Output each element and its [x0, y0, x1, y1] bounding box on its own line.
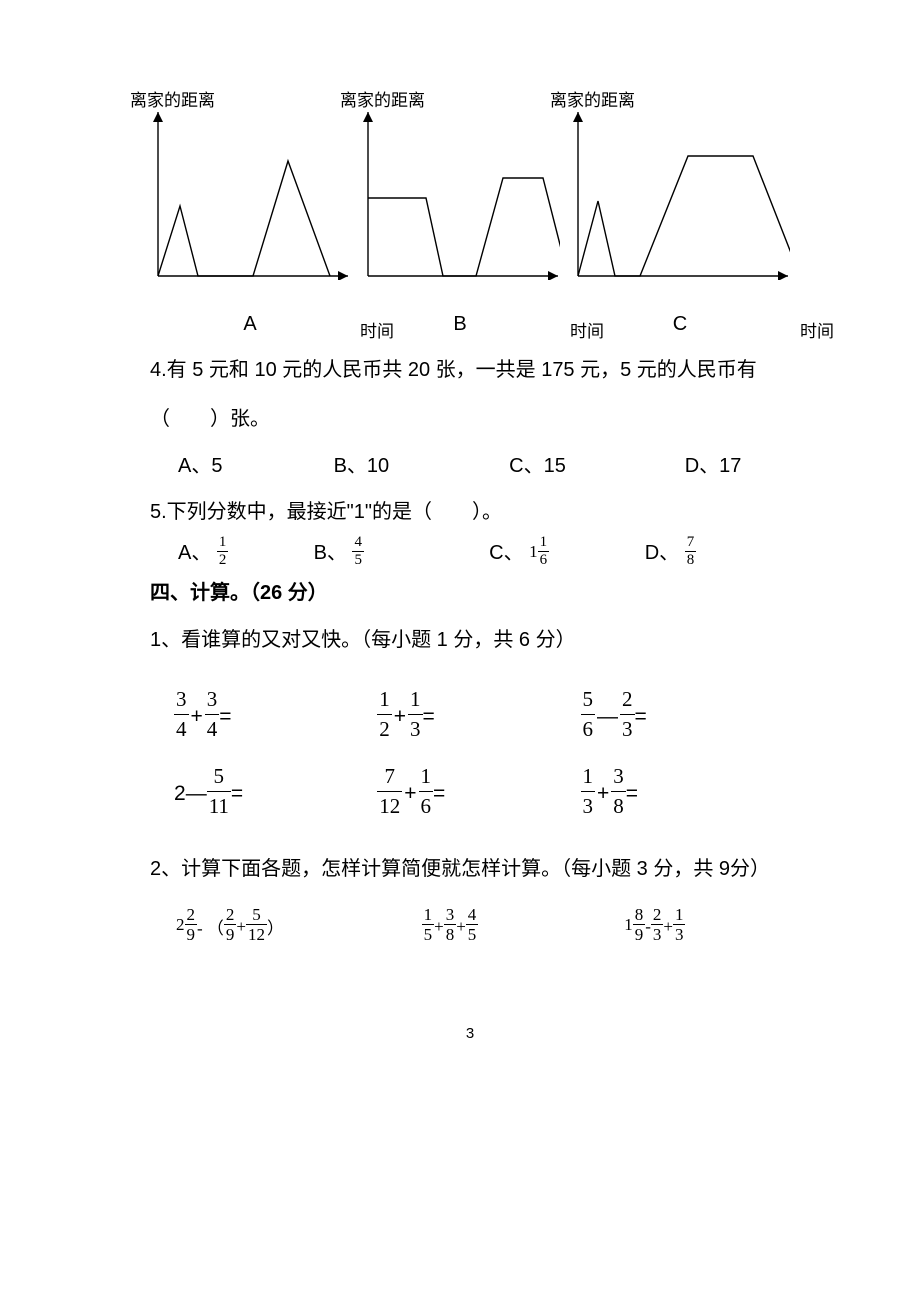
eq: =	[231, 782, 243, 806]
q5-a-label: A、	[178, 542, 211, 564]
q4-opt-d: D、17	[685, 444, 742, 488]
calc1-title: 1、看谁算的又对又快。（每小题 1 分，共 6 分）	[150, 616, 790, 665]
op: +	[434, 917, 444, 937]
chart-a-letter: A	[150, 313, 350, 336]
frac: 13	[581, 766, 596, 817]
chart-a: 离家的距离 时间 A	[150, 110, 350, 336]
frac: 712	[377, 766, 402, 817]
chart-b: 离家的距离 时间 B	[360, 110, 560, 336]
q4-opt-b: B、10	[334, 444, 504, 488]
chart-c-ylabel: 离家的距离	[550, 86, 635, 111]
op: - （	[197, 914, 224, 939]
frac: 89	[633, 906, 646, 943]
chart-b-ylabel: 离家的距离	[340, 86, 425, 111]
op: +	[236, 917, 246, 937]
question-4: 4.有 5 元和 10 元的人民币共 20 张，一共是 175 元，5 元的人民…	[150, 346, 790, 444]
close: ）	[267, 914, 284, 939]
question-4-options: A、5 B、10 C、15 D、17	[150, 444, 790, 488]
eq: =	[626, 782, 638, 806]
page: 离家的距离 时间 A 离家的距离 时间 B 离家的距离 时间 C 4.有 5 元…	[0, 0, 920, 1102]
chart-a-svg	[150, 110, 350, 280]
frac: 512	[246, 906, 267, 943]
calc2-row: 2 29 - （ 29 + 512 ） 15 + 38 + 45 1 89 - …	[150, 908, 790, 945]
frac: 29	[185, 906, 198, 943]
op: —	[186, 782, 207, 806]
chart-a-ylabel: 离家的距离	[130, 86, 215, 111]
q5-opt-d: D、 78	[645, 537, 697, 570]
chart-b-svg	[360, 110, 560, 280]
q5-c-label: C、	[489, 542, 523, 564]
frac: 23	[620, 689, 635, 740]
chart-c-xlabel: 时间	[800, 317, 834, 342]
frac: 13	[673, 906, 686, 943]
q5-b-label: B、	[314, 542, 347, 564]
charts-row: 离家的距离 时间 A 离家的距离 时间 B 离家的距离 时间 C	[150, 110, 790, 336]
calc1-r1-a: 34 + 34 =	[174, 691, 377, 742]
q5-d-frac: 78	[685, 535, 697, 568]
chart-b-letter: B	[360, 313, 560, 336]
q4-opt-a: A、5	[178, 444, 328, 488]
question-5-options: A、 12 B、 45 C、 116 D、 78	[150, 537, 790, 570]
eq: =	[433, 782, 445, 806]
calc2-title: 2、计算下面各题，怎样计算简便就怎样计算。（每小题 3 分，共 9分）	[150, 845, 790, 894]
q5-opt-a: A、 12	[178, 537, 308, 570]
chart-c-letter: C	[570, 313, 790, 336]
op: +	[663, 917, 673, 937]
frac: 15	[422, 906, 435, 943]
int: 1	[624, 915, 633, 935]
frac: 29	[224, 906, 237, 943]
page-number: 3	[150, 1025, 790, 1042]
q5-c-frac: 16	[538, 535, 550, 568]
frac: 38	[444, 906, 457, 943]
int: 2	[174, 782, 186, 806]
q5-d-label: D、	[645, 542, 679, 564]
calc1-r1-c: 56 — 23 =	[581, 691, 784, 742]
frac: 13	[408, 689, 423, 740]
calc2-c: 1 89 - 23 + 13	[624, 908, 790, 945]
frac: 511	[207, 766, 231, 817]
calc2-b: 15 + 38 + 45	[422, 908, 625, 945]
int: 2	[176, 915, 185, 935]
frac: 16	[419, 766, 434, 817]
calc1-r2-c: 13 + 38 =	[581, 768, 784, 819]
calc1-row2: 2 — 511 = 712 + 16 = 13 + 38 =	[150, 768, 790, 819]
chart-c-svg	[570, 110, 790, 280]
frac: 34	[205, 689, 220, 740]
eq: =	[219, 705, 231, 729]
calc2-a: 2 29 - （ 29 + 512 ）	[176, 908, 422, 945]
chart-c: 离家的距离 时间 C	[570, 110, 790, 336]
op: +	[404, 782, 416, 806]
frac: 56	[581, 689, 596, 740]
q5-opt-b: B、 45	[314, 537, 484, 570]
op: —	[597, 705, 618, 729]
frac: 45	[466, 906, 479, 943]
eq: =	[635, 705, 647, 729]
calc1-r2-b: 712 + 16 =	[377, 768, 580, 819]
q5-opt-c: C、 116	[489, 537, 639, 570]
frac: 38	[611, 766, 626, 817]
q5-a-frac: 12	[217, 535, 229, 568]
calc1-r2-a: 2 — 511 =	[174, 768, 377, 819]
frac: 23	[651, 906, 664, 943]
question-5: 5.下列分数中，最接近"1"的是（ ）。	[150, 488, 790, 537]
q4-opt-c: C、15	[509, 444, 679, 488]
op: +	[191, 705, 203, 729]
q5-b-frac: 45	[352, 535, 364, 568]
q5-c-int: 1	[529, 542, 538, 561]
frac: 12	[377, 689, 392, 740]
section-4-title: 四、计算。（26 分）	[150, 570, 790, 616]
op: +	[456, 917, 466, 937]
op: +	[394, 705, 406, 729]
calc1-r1-b: 12 + 13 =	[377, 691, 580, 742]
eq: =	[423, 705, 435, 729]
frac: 34	[174, 689, 189, 740]
op: +	[597, 782, 609, 806]
calc1-row1: 34 + 34 = 12 + 13 = 56 — 23 =	[150, 691, 790, 742]
